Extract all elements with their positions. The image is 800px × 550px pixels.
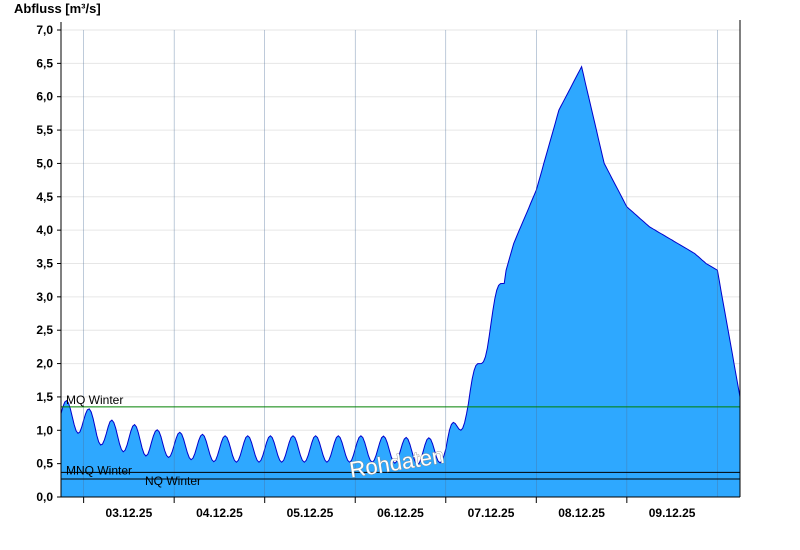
x-tick-label: 04.12.25: [196, 506, 243, 520]
y-tick-label: 3,5: [36, 257, 53, 271]
axes: [57, 20, 741, 503]
y-tick-label: 4,5: [36, 190, 53, 204]
x-tick-label: 07.12.25: [468, 506, 515, 520]
reference-line-label: MQ Winter: [66, 393, 123, 407]
x-tick-label: 05.12.25: [287, 506, 334, 520]
y-tick-label: 2,0: [36, 357, 53, 371]
x-tick-label: 06.12.25: [377, 506, 424, 520]
y-tick-label: 5,5: [36, 123, 53, 137]
y-tick-label: 2,5: [36, 323, 53, 337]
y-tick-label: 7,0: [36, 23, 53, 37]
x-tick-label: 09.12.25: [649, 506, 696, 520]
y-tick-label: 0,5: [36, 457, 53, 471]
reference-line-label: NQ Winter: [145, 474, 201, 488]
y-tick-label: 3,0: [36, 290, 53, 304]
x-tick-label: 03.12.25: [106, 506, 153, 520]
reference-line-label: MNQ Winter: [66, 463, 132, 477]
series-area-fill: [61, 66, 740, 497]
x-tick-label: 08.12.25: [558, 506, 605, 520]
y-axis-title: Abfluss [m³/s]: [14, 1, 101, 16]
series-area: [60, 30, 741, 497]
y-tick-label: 6,0: [36, 90, 53, 104]
y-tick-label: 1,5: [36, 390, 53, 404]
y-tick-labels: 0,0 0,5 1,0 1,5 2,0 2,5 3,0 3,5 4,0 4,5 5,0 5,5 6,0 6…: [36, 23, 53, 504]
x-tick-labels: 03.12.25 04.12.25 05.12.25 06.12.25 07.12.25…: [106, 506, 696, 520]
reference-lines: MQ Winter MNQ Winter NQ Winter: [61, 393, 740, 488]
y-tick-label: 1,0: [36, 423, 53, 437]
y-tick-label: 4,0: [36, 223, 53, 237]
y-tick-label: 5,0: [36, 156, 53, 170]
y-tick-label: 6,5: [36, 56, 53, 70]
y-tick-label: 0,0: [36, 490, 53, 504]
